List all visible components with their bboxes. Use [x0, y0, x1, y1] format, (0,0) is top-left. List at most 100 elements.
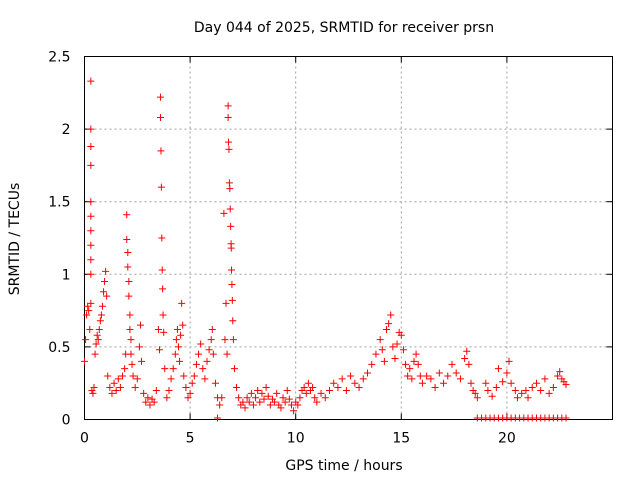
data-point [499, 378, 507, 386]
y-axis-label: SRMTID / TECUs [7, 183, 23, 296]
data-point [87, 212, 95, 220]
data-point [158, 234, 166, 242]
x-tick-label: 0 [80, 431, 89, 447]
data-point [431, 384, 439, 392]
data-point [302, 389, 310, 397]
data-point [330, 379, 338, 387]
data-point [488, 392, 496, 400]
data-point [224, 102, 232, 110]
data-point [197, 340, 205, 348]
data-point [128, 360, 136, 368]
data-point [102, 267, 110, 275]
data-point [256, 398, 264, 406]
data-point [389, 343, 397, 351]
data-point [87, 256, 95, 264]
data-point [229, 336, 237, 344]
data-point [179, 321, 187, 329]
x-tick-label: 20 [498, 431, 516, 447]
data-point [494, 365, 502, 373]
data-point [467, 379, 475, 387]
axis-ticks: 0 5 10 15 20 0 0.5 1 1.5 2 2.5 [48, 50, 613, 447]
data-point [252, 394, 260, 402]
data-point [95, 325, 103, 333]
data-point [116, 384, 124, 392]
data-point [92, 340, 100, 348]
data-point [90, 384, 98, 392]
data-point [136, 321, 144, 329]
data-point [126, 311, 134, 319]
data-point [300, 384, 308, 392]
x-tick-label: 10 [287, 431, 305, 447]
data-point [87, 77, 95, 85]
data-point [127, 336, 135, 344]
data-point [541, 375, 549, 383]
data-point [311, 394, 319, 402]
data-point [87, 299, 95, 307]
data-point [385, 320, 393, 328]
data-point [518, 389, 526, 397]
data-point [195, 350, 203, 358]
data-point [444, 372, 452, 380]
data-point [471, 389, 479, 397]
plot-frame [84, 56, 613, 420]
data-point [150, 398, 158, 406]
data-point [228, 280, 236, 288]
data-point [159, 285, 167, 293]
data-point [387, 311, 395, 319]
data-point [503, 369, 511, 377]
data-point [155, 346, 163, 354]
data-point [138, 357, 146, 365]
data-point [351, 379, 359, 387]
data-point [304, 379, 312, 387]
data-point [222, 299, 230, 307]
data-point [290, 407, 298, 415]
data-point [440, 379, 448, 387]
data-point [287, 401, 295, 409]
data-point [84, 302, 92, 310]
data-point [154, 325, 162, 333]
data-point [87, 161, 95, 169]
data-point [383, 325, 391, 333]
data-point [174, 343, 182, 351]
data-point [342, 386, 350, 394]
data-point [505, 357, 513, 365]
data-point [562, 381, 570, 389]
data-point [461, 355, 469, 363]
data-point [427, 375, 435, 383]
data-point [325, 386, 333, 394]
data-point [192, 360, 200, 368]
data-point [82, 336, 90, 344]
data-point [271, 398, 279, 406]
data-point [241, 404, 249, 412]
data-point [171, 350, 179, 358]
data-point [562, 414, 570, 422]
data-point [435, 369, 443, 377]
data-point [86, 325, 94, 333]
data-point [218, 394, 226, 402]
data-point [126, 325, 134, 333]
data-point [124, 263, 132, 271]
data-point [159, 311, 167, 319]
data-point [283, 386, 291, 394]
data-point [482, 379, 490, 387]
data-point [112, 386, 120, 394]
data-point [355, 384, 363, 392]
data-point [418, 379, 426, 387]
data-point [144, 394, 152, 402]
data-point [83, 311, 91, 319]
data-point [391, 355, 399, 363]
data-point [463, 347, 471, 355]
data-point [190, 372, 198, 380]
data-point [225, 138, 233, 146]
data-point [359, 375, 367, 383]
data-point [165, 386, 173, 394]
data-point [227, 266, 235, 274]
data-point [182, 384, 190, 392]
data-point [229, 317, 237, 325]
data-point [313, 398, 321, 406]
data-point [173, 325, 181, 333]
data-point [161, 365, 169, 373]
data-point [167, 375, 175, 383]
data-point [260, 395, 268, 403]
data-point [87, 241, 95, 249]
